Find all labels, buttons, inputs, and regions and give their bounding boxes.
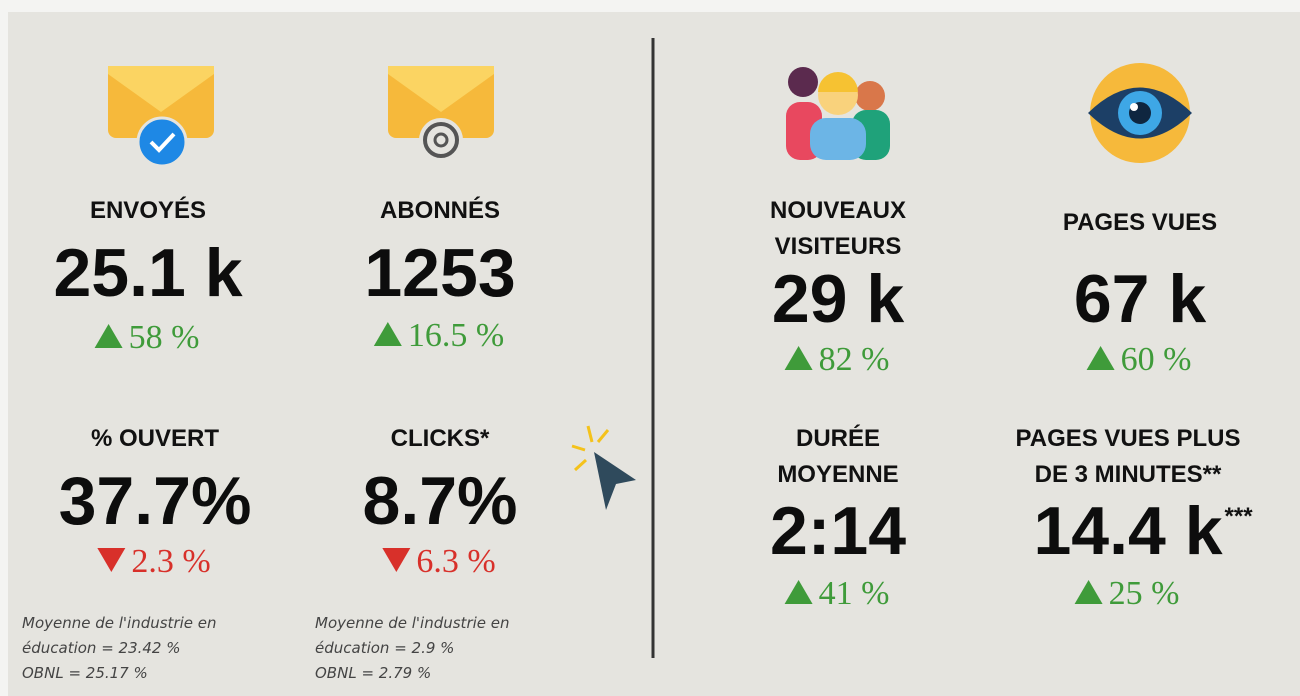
- note: éducation = 2.9 %: [315, 639, 454, 657]
- change-arrow: [97, 548, 126, 572]
- metric-label: NOUVEAUX: [770, 197, 906, 224]
- icon-eye: [1088, 63, 1192, 163]
- metric-change: 2.3 %: [131, 543, 210, 580]
- change-arrow: [382, 548, 411, 572]
- metric-label: DE 3 MINUTES**: [1035, 461, 1222, 488]
- metric-label: CLICKS*: [391, 425, 490, 452]
- metric-label: PAGES VUES PLUS: [1016, 425, 1241, 452]
- metric-change: 6.3 %: [416, 543, 495, 580]
- metric-label: DURÉE: [796, 424, 880, 452]
- metric-value: 8.7%: [363, 463, 518, 539]
- change-arrow: [94, 324, 123, 348]
- note: OBNL = 25.17 %: [22, 664, 148, 682]
- change-arrow: [373, 322, 402, 346]
- metric-change: 82 %: [819, 341, 890, 378]
- metric-change: 25 %: [1109, 575, 1180, 612]
- metric-label: PAGES VUES: [1063, 209, 1217, 236]
- metric-value: 37.7%: [59, 463, 252, 539]
- icon-envelope-check: [108, 66, 214, 168]
- metric-label: ENVOYÉS: [90, 196, 206, 224]
- icon-cursor: [571, 425, 636, 510]
- metric-superscript: ***: [1225, 503, 1254, 530]
- metric-value: 1253: [364, 235, 515, 311]
- metric-label: MOYENNE: [777, 461, 898, 488]
- change-arrow: [1086, 346, 1115, 370]
- note: Moyenne de l'industrie en: [315, 614, 510, 632]
- note: OBNL = 2.79 %: [315, 664, 431, 682]
- metric-label: ABONNÉS: [380, 196, 500, 224]
- icon-people: [786, 67, 890, 160]
- metric-change: 41 %: [819, 575, 890, 612]
- metric-value: 29 k: [772, 261, 905, 337]
- note: éducation = 23.42 %: [22, 639, 181, 657]
- metric-change: 58 %: [129, 319, 200, 356]
- metric-label: % OUVERT: [91, 425, 219, 452]
- change-arrow: [784, 580, 813, 604]
- icon-envelope-at: [388, 66, 494, 162]
- metric-value: 2:14: [770, 493, 906, 569]
- metric-value: 25.1 k: [53, 235, 242, 311]
- metric-change: 60 %: [1121, 341, 1192, 378]
- metric-value: 14.4 k: [1033, 493, 1222, 569]
- metric-value: 67 k: [1074, 261, 1207, 337]
- change-arrow: [1074, 580, 1103, 604]
- change-arrow: [784, 346, 813, 370]
- metric-label: VISITEURS: [775, 233, 902, 260]
- metric-change: 16.5 %: [408, 317, 504, 354]
- note: Moyenne de l'industrie en: [22, 614, 217, 632]
